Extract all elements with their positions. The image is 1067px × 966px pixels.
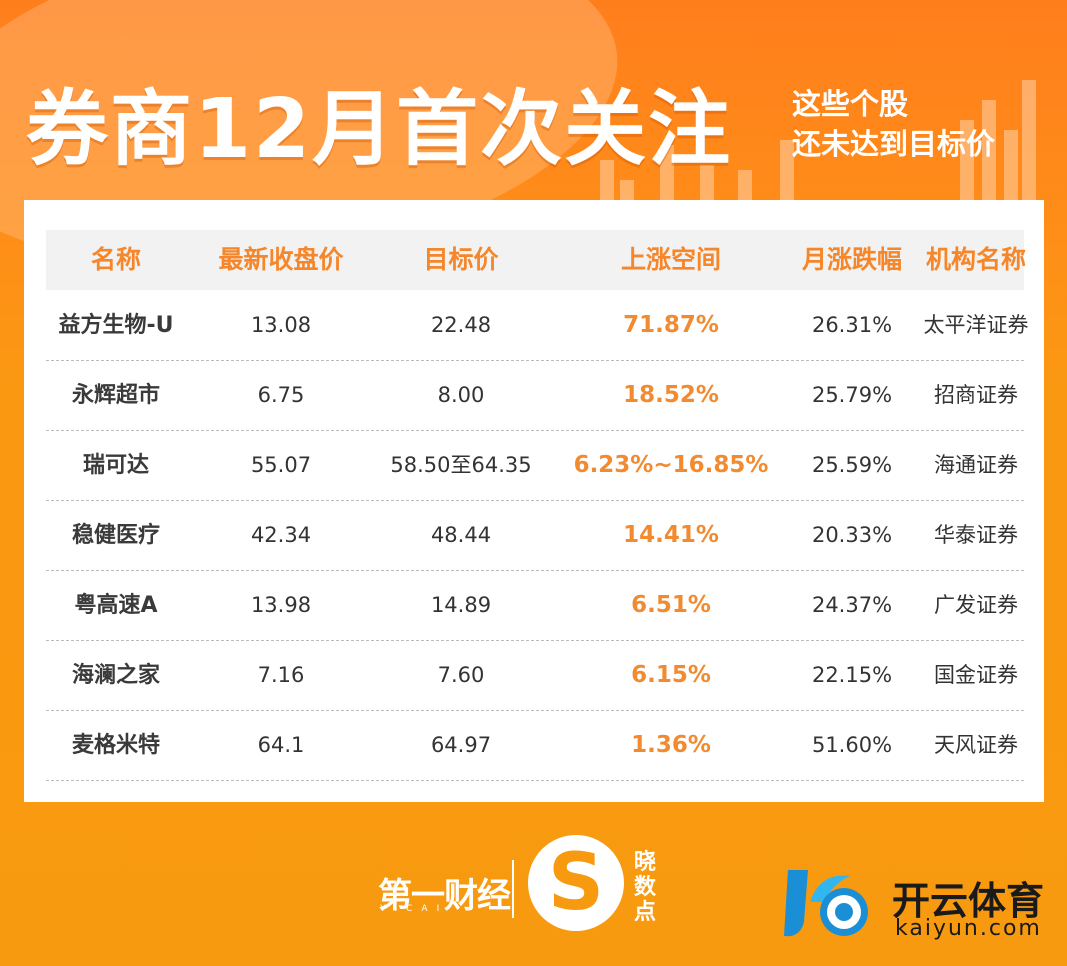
subtitle-line-2: 还未达到目标价 — [792, 127, 996, 161]
column-header-name: 名称 — [90, 245, 141, 274]
broker-name: 招商证券 — [934, 383, 1018, 407]
stock-name: 稳健医疗 — [71, 523, 160, 548]
stock-name: 永辉超市 — [71, 383, 160, 408]
upside-percent: 1.36% — [631, 732, 711, 758]
upside-percent: 18.52% — [623, 382, 719, 408]
broker-name: 海通证券 — [934, 453, 1018, 477]
page-title: 券商12月首次关注 — [26, 82, 733, 177]
close-price: 55.07 — [250, 453, 312, 477]
broker-name: 天风证券 — [934, 733, 1018, 757]
upside-percent: 6.15% — [631, 662, 711, 688]
kaiyun-logo-icon — [784, 870, 868, 937]
monthly-change: 20.33% — [811, 523, 893, 547]
target-price: 64.97 — [430, 733, 492, 757]
broker-name: 广发证券 — [934, 593, 1018, 617]
target-price: 8.00 — [437, 383, 485, 407]
column-header-target: 目标价 — [423, 245, 499, 274]
monthly-change: 26.31% — [811, 313, 893, 337]
page-subtitle: 这些个股 还未达到目标价 — [792, 84, 995, 164]
monthly-change: 22.15% — [811, 663, 893, 687]
broker-name: 太平洋证券 — [923, 313, 1029, 337]
column-header-upside: 上涨空间 — [620, 245, 721, 274]
target-price: 14.89 — [430, 593, 492, 617]
kaiyun-watermark-name: 开云体育 — [892, 879, 1045, 923]
broker-name: 华泰证券 — [934, 523, 1018, 547]
target-price: 7.60 — [437, 663, 485, 687]
stock-name: 海澜之家 — [71, 663, 160, 688]
upside-percent: 6.23%~16.85% — [573, 452, 769, 478]
stock-name: 麦格米特 — [71, 733, 160, 758]
upside-percent: 71.87% — [623, 312, 719, 338]
stock-name: 益方生物-U — [58, 313, 174, 338]
xiaoshudian-logo-text: 晓 数 点 — [632, 850, 658, 925]
monthly-change: 25.59% — [811, 453, 893, 477]
table-card: 名称 最新收盘价 目标价 上涨空间 月涨跌幅 机构名称 益方生物-U 13.08 2… — [24, 200, 1044, 802]
yicai-logo: 第一财经 — [378, 876, 511, 916]
column-header-monthly: 月涨跌幅 — [801, 245, 902, 274]
subtitle-line-1: 这些个股 — [792, 87, 909, 121]
upside-percent: 14.41% — [623, 522, 719, 548]
xiaoshudian-logo-glyph: S — [547, 838, 605, 928]
footer-divider — [512, 860, 514, 918]
table-row: 稳健医疗 42.34 48.44 14.41% 20.33% 华泰证券 — [46, 501, 1024, 571]
close-price: 13.08 — [250, 313, 312, 337]
close-price: 13.98 — [250, 593, 312, 617]
xiaoshudian-char-1: 晓 — [633, 850, 656, 875]
table-row: 麦格米特 64.1 64.97 1.36% 51.60% 天风证券 — [46, 711, 1024, 781]
xiaoshudian-char-2: 数 — [633, 875, 656, 900]
table-row: 永辉超市 6.75 8.00 18.52% 25.79% 招商证券 — [46, 361, 1024, 431]
close-price: 42.34 — [250, 523, 312, 547]
table-row: 粤高速A 13.98 14.89 6.51% 24.37% 广发证券 — [46, 571, 1024, 641]
monthly-change: 25.79% — [811, 383, 893, 407]
yicai-logo-subtext: YICAI — [380, 904, 449, 914]
table-row: 瑞可达 55.07 58.50至64.35 6.23%~16.85% 25.59% 海通证… — [46, 431, 1024, 501]
column-header-close: 最新收盘价 — [218, 245, 344, 274]
close-price: 6.75 — [257, 383, 305, 407]
monthly-change: 24.37% — [811, 593, 893, 617]
column-header-broker: 机构名称 — [925, 245, 1026, 274]
upside-percent: 6.51% — [631, 592, 711, 618]
xiaoshudian-char-3: 点 — [633, 900, 656, 925]
monthly-change: 51.60% — [811, 733, 893, 757]
xiaoshudian-logo-icon — [528, 835, 624, 931]
kaiyun-watermark-url: kaiyun.com — [895, 916, 1042, 941]
table-row: 海澜之家 7.16 7.60 6.15% 22.15% 国金证券 — [46, 641, 1024, 711]
stock-name: 粤高速A — [74, 593, 158, 618]
target-price: 48.44 — [430, 523, 492, 547]
target-price: 22.48 — [430, 313, 492, 337]
table-header: 名称 最新收盘价 目标价 上涨空间 月涨跌幅 机构名称 — [46, 230, 1026, 290]
stock-name: 瑞可达 — [82, 453, 149, 478]
broker-name: 国金证券 — [934, 663, 1018, 687]
close-price: 7.16 — [257, 663, 305, 687]
table-row: 益方生物-U 13.08 22.48 71.87% 26.31% 太平洋证券 — [46, 291, 1029, 361]
target-price: 58.50至64.35 — [390, 453, 532, 477]
decorative-bar-chart — [0, 0, 1067, 200]
close-price: 64.1 — [257, 733, 305, 757]
